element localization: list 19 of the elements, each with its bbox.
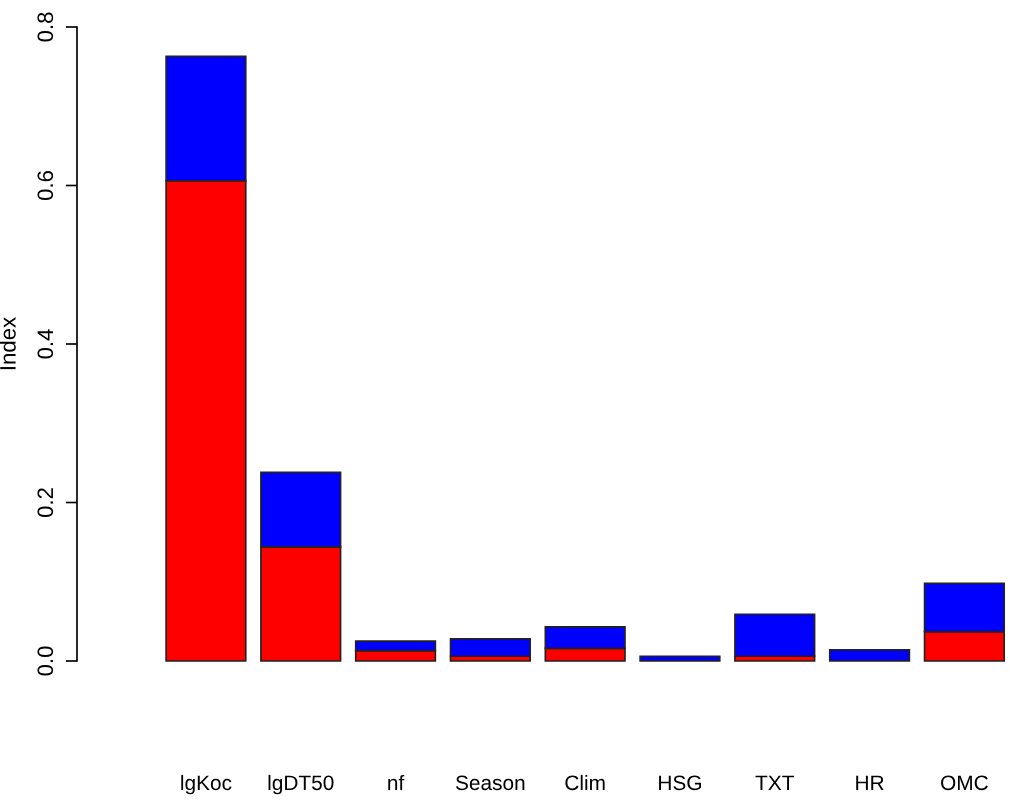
x-tick-label: HR xyxy=(856,775,884,790)
y-tick-label: 0.8 xyxy=(37,12,54,42)
x-tick-label: HSG xyxy=(659,775,701,791)
y-axis-title: Index xyxy=(0,317,16,370)
x-tick-label: Season xyxy=(455,775,525,791)
x-tick-label: OMC xyxy=(941,775,988,791)
x-tick-label: lgKoc xyxy=(181,774,232,795)
y-tick-label: 0.2 xyxy=(37,488,54,518)
x-tick-label: nf xyxy=(388,774,405,790)
x-tick-label: lgDT50 xyxy=(268,774,334,795)
y-tick-label: 0.4 xyxy=(37,329,54,359)
y-tick-label: 0.6 xyxy=(37,171,54,201)
bar xyxy=(639,655,721,662)
y-tick-label: 0.0 xyxy=(37,646,54,676)
bar xyxy=(449,637,532,658)
x-tick-label: Clim xyxy=(565,774,605,791)
bar xyxy=(734,613,816,658)
x-tick-label: TXT xyxy=(755,775,794,790)
bar xyxy=(828,649,911,662)
